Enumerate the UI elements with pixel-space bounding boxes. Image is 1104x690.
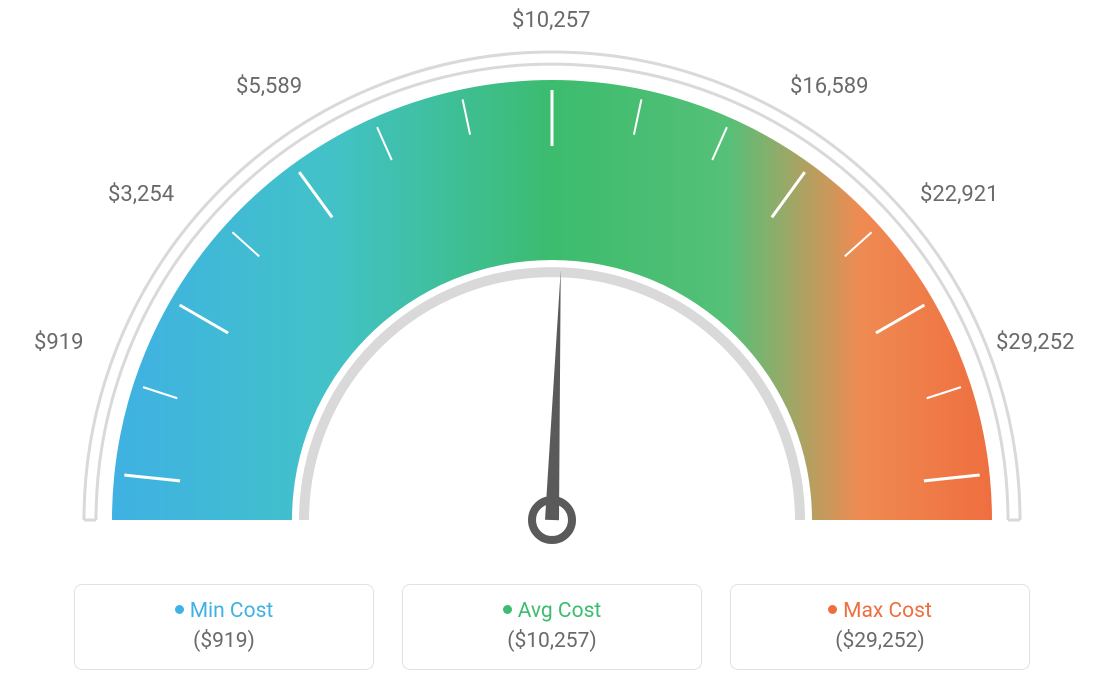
legend-max-title: Max Cost [741,599,1019,623]
gauge-chart: $919 $3,254 $5,589 $10,257 $16,589 $22,921 $29… [0,0,1104,560]
gauge-tick-label: $5,589 [236,74,302,99]
dot-icon [828,605,837,614]
legend-avg-title-text: Avg Cost [518,599,602,623]
gauge-tick-label: $10,257 [512,8,591,33]
gauge-tick-label: $919 [34,330,83,355]
dot-icon [175,605,184,614]
gauge-tick-label: $22,921 [920,182,999,207]
gauge-tick-label: $3,254 [108,182,174,207]
legend-min-card: Min Cost ($919) [74,584,374,670]
legend-min-value: ($919) [85,629,363,653]
legend-max-value: ($29,252) [741,629,1019,653]
legend-row: Min Cost ($919) Avg Cost ($10,257) Max C… [0,584,1104,670]
dot-icon [503,605,512,614]
legend-min-title: Min Cost [85,599,363,623]
legend-max-card: Max Cost ($29,252) [730,584,1030,670]
gauge-tick-label: $16,589 [790,74,869,99]
legend-avg-value: ($10,257) [413,629,691,653]
legend-avg-card: Avg Cost ($10,257) [402,584,702,670]
legend-max-title-text: Max Cost [843,599,932,623]
gauge-tick-label: $29,252 [996,330,1075,355]
legend-min-title-text: Min Cost [190,599,274,623]
legend-avg-title: Avg Cost [413,599,691,623]
